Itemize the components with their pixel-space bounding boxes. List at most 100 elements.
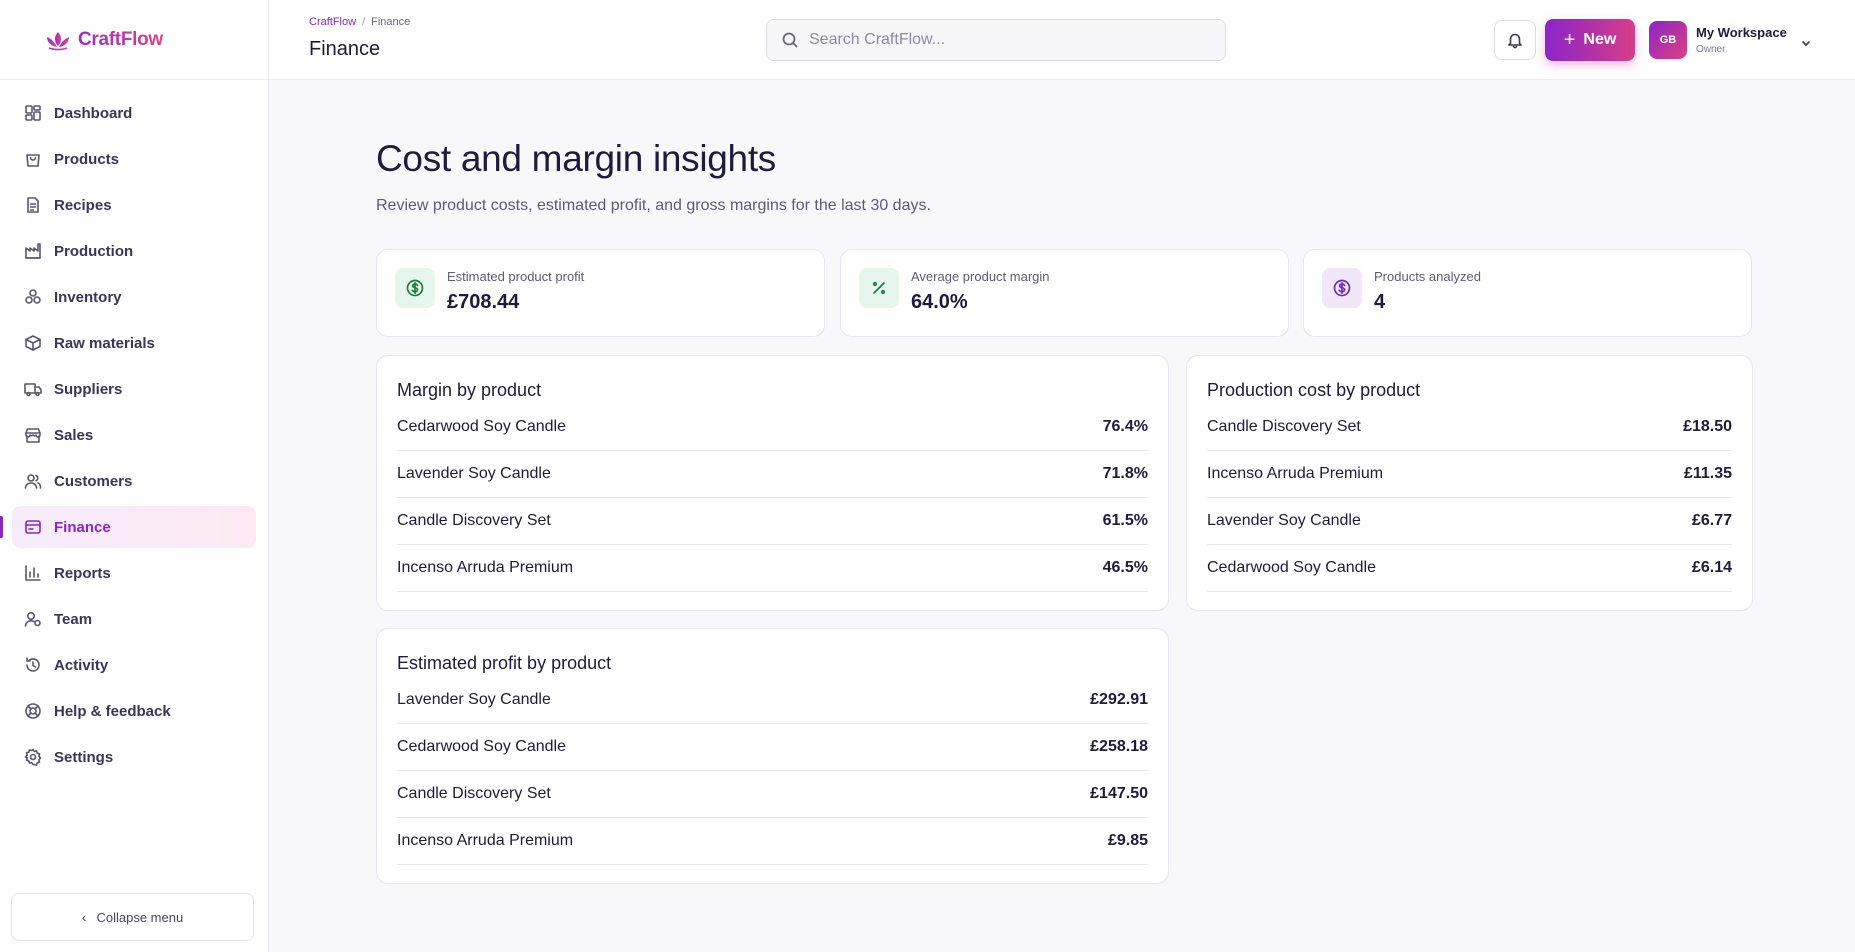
- sidebar-item-label: Inventory: [54, 288, 122, 306]
- dashboard-icon: [24, 104, 42, 122]
- row-name: Candle Discovery Set: [397, 785, 551, 802]
- wallet-icon: [24, 518, 42, 536]
- avatar: GB: [1649, 21, 1687, 59]
- row-name: Incenso Arruda Premium: [397, 559, 574, 576]
- sidebar-item-label: Production: [54, 242, 134, 260]
- store-icon: [24, 426, 42, 444]
- dollar-circle-icon: [1322, 268, 1362, 308]
- card-title: Estimated profit by product: [397, 653, 612, 673]
- sidebar-item-recipes[interactable]: Recipes: [12, 184, 256, 226]
- sidebar-item-dashboard[interactable]: Dashboard: [12, 92, 256, 134]
- collapse-menu-button[interactable]: ‹ Collapse menu: [11, 893, 254, 941]
- sidebar-item-label: Suppliers: [54, 380, 123, 398]
- sidebar-item-suppliers[interactable]: Suppliers: [12, 368, 256, 410]
- factory-icon: [24, 242, 42, 260]
- chevron-left-icon: ‹: [81, 909, 87, 925]
- breadcrumb: CraftFlow / Finance: [309, 16, 410, 28]
- sidebar-item-label: Sales: [54, 426, 94, 444]
- sidebar-item-finance[interactable]: Finance: [0, 506, 256, 548]
- bell-icon: [1508, 33, 1522, 49]
- table-row: Candle Discovery Set £147.50: [397, 771, 1148, 818]
- row-name: Lavender Soy Candle: [397, 691, 551, 708]
- workspace-name: My Workspace: [1696, 25, 1787, 40]
- stat-value: 64.0%: [911, 291, 968, 313]
- production-cost-card: Production cost by product Candle Discov…: [1186, 355, 1753, 611]
- sidebar-item-products[interactable]: Products: [12, 138, 256, 180]
- workspace-info: My Workspace Owner: [1696, 25, 1787, 55]
- percent-icon: [859, 268, 899, 308]
- sidebar-item-label: Reports: [54, 564, 111, 582]
- sidebar-item-label: Team: [54, 610, 93, 628]
- sidebar-item-help[interactable]: Help & feedback: [12, 690, 256, 732]
- sidebar-item-label: Recipes: [54, 196, 112, 214]
- row-name: Candle Discovery Set: [1207, 418, 1361, 435]
- sidebar-item-label: Help & feedback: [54, 702, 171, 720]
- table-row: Lavender Soy Candle £292.91: [397, 677, 1148, 724]
- row-name: Lavender Soy Candle: [1207, 512, 1361, 529]
- row-value: 46.5%: [1102, 559, 1148, 576]
- stat-card-products: Products analyzed 4: [1303, 249, 1752, 337]
- chevron-down-icon: [1801, 35, 1811, 47]
- sidebar-item-label: Raw materials: [54, 334, 155, 352]
- shopping-bag-icon: [24, 150, 42, 168]
- sidebar-item-inventory[interactable]: Inventory: [12, 276, 256, 318]
- new-button[interactable]: + New: [1545, 19, 1635, 61]
- gear-icon: [24, 748, 42, 766]
- stat-value: £708.44: [447, 291, 520, 313]
- row-value: £9.85: [1107, 832, 1148, 849]
- notifications-button[interactable]: [1494, 20, 1536, 60]
- table-row: Incenso Arruda Premium £11.35: [1207, 451, 1732, 498]
- package-icon: [24, 334, 42, 352]
- search-icon: [782, 32, 798, 48]
- brand[interactable]: CraftFlow: [0, 0, 268, 80]
- search-box[interactable]: [766, 19, 1226, 61]
- sidebar-item-settings[interactable]: Settings: [12, 736, 256, 778]
- sidebar: CraftFlow Dashboard Products Recipes Pro…: [0, 0, 269, 952]
- document-icon: [24, 196, 42, 214]
- sidebar-item-team[interactable]: Team: [12, 598, 256, 640]
- sidebar-item-production[interactable]: Production: [12, 230, 256, 272]
- table-row: Incenso Arruda Premium 46.5%: [397, 545, 1148, 592]
- card-title: Margin by product: [397, 380, 542, 400]
- table-row: Candle Discovery Set £18.50: [1207, 404, 1732, 451]
- row-name: Incenso Arruda Premium: [397, 832, 574, 849]
- sidebar-item-label: Products: [54, 150, 120, 168]
- margin-by-product-card: Margin by product Cedarwood Soy Candle 76…: [376, 355, 1169, 611]
- row-name: Cedarwood Soy Candle: [397, 738, 566, 755]
- sidebar-item-reports[interactable]: Reports: [12, 552, 256, 594]
- sidebar-item-activity[interactable]: Activity: [12, 644, 256, 686]
- row-value: 76.4%: [1102, 418, 1148, 435]
- table-row: Cedarwood Soy Candle 76.4%: [397, 404, 1148, 451]
- table-row: Candle Discovery Set 61.5%: [397, 498, 1148, 545]
- stat-value: 4: [1374, 291, 1386, 313]
- sidebar-item-raw-materials[interactable]: Raw materials: [12, 322, 256, 364]
- users-icon: [24, 472, 42, 490]
- collapse-menu-label: Collapse menu: [96, 909, 184, 925]
- sidebar-nav: Dashboard Products Recipes Production In…: [0, 80, 268, 778]
- sidebar-item-label: Dashboard: [54, 104, 133, 122]
- card-title: Production cost by product: [1207, 380, 1421, 400]
- estimated-profit-card: Estimated profit by product Lavender Soy…: [376, 628, 1169, 884]
- stat-label: Estimated product profit: [447, 269, 585, 284]
- history-icon: [24, 656, 42, 674]
- breadcrumb-separator: /: [362, 16, 366, 28]
- top-header: CraftFlow / Finance Finance + New GB My Wo…: [269, 0, 1855, 80]
- team-icon: [24, 610, 42, 628]
- dollar-circle-icon: [395, 268, 435, 308]
- row-value: £6.14: [1691, 559, 1732, 576]
- page-heading: Cost and margin insights: [376, 138, 776, 179]
- search-input[interactable]: [809, 31, 1189, 49]
- workspace-switcher[interactable]: GB My Workspace Owner: [1649, 20, 1811, 60]
- row-name: Incenso Arruda Premium: [1207, 465, 1384, 482]
- sidebar-item-sales[interactable]: Sales: [12, 414, 256, 456]
- new-button-label: New: [1583, 31, 1617, 48]
- sidebar-item-customers[interactable]: Customers: [12, 460, 256, 502]
- table-row: Cedarwood Soy Candle £258.18: [397, 724, 1148, 771]
- page-subtitle: Review product costs, estimated profit, …: [376, 197, 931, 214]
- row-value: £258.18: [1090, 738, 1148, 755]
- bar-chart-icon: [24, 564, 42, 582]
- truck-icon: [24, 380, 42, 398]
- row-value: £18.50: [1683, 418, 1732, 435]
- breadcrumb-root-link[interactable]: CraftFlow: [309, 16, 357, 28]
- boxes-icon: [24, 288, 42, 306]
